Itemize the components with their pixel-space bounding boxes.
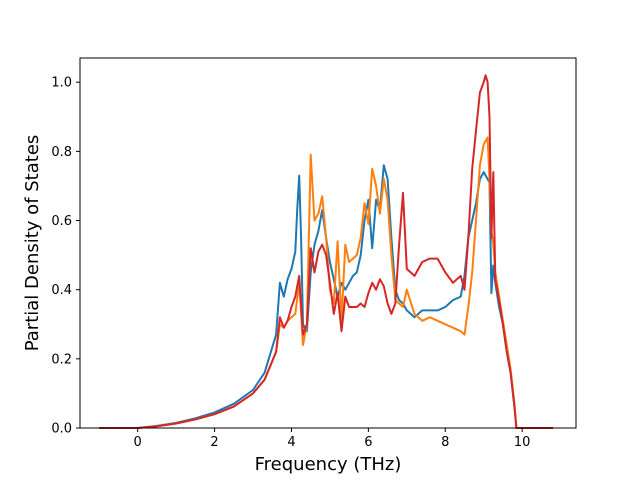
y-tick-label: 0.0 — [51, 422, 72, 437]
x-axis-label: Frequency (THz) — [255, 454, 402, 475]
x-axis-ticks: 0 2 4 6 8 10 — [134, 428, 531, 450]
x-tick-label: 10 — [514, 435, 531, 450]
y-axis-ticks: 0.0 0.2 0.4 0.6 0.8 1.0 — [51, 76, 80, 437]
series-line-3 — [99, 74, 553, 429]
series-layer — [99, 74, 553, 429]
plot-frame — [79, 57, 577, 429]
y-tick-label: 0.8 — [51, 145, 72, 160]
series-line-1 — [99, 164, 553, 429]
x-tick-label: 8 — [441, 435, 449, 450]
y-tick-label: 1.0 — [51, 76, 72, 91]
y-tick-label: 0.6 — [51, 214, 72, 229]
y-tick-label: 0.4 — [51, 283, 72, 298]
x-tick-label: 2 — [210, 435, 218, 450]
x-tick-label: 4 — [287, 435, 295, 450]
y-axis-label: Partial Density of States — [22, 135, 43, 352]
x-tick-label: 0 — [134, 435, 142, 450]
y-tick-label: 0.2 — [51, 352, 72, 367]
x-tick-label: 6 — [364, 435, 372, 450]
